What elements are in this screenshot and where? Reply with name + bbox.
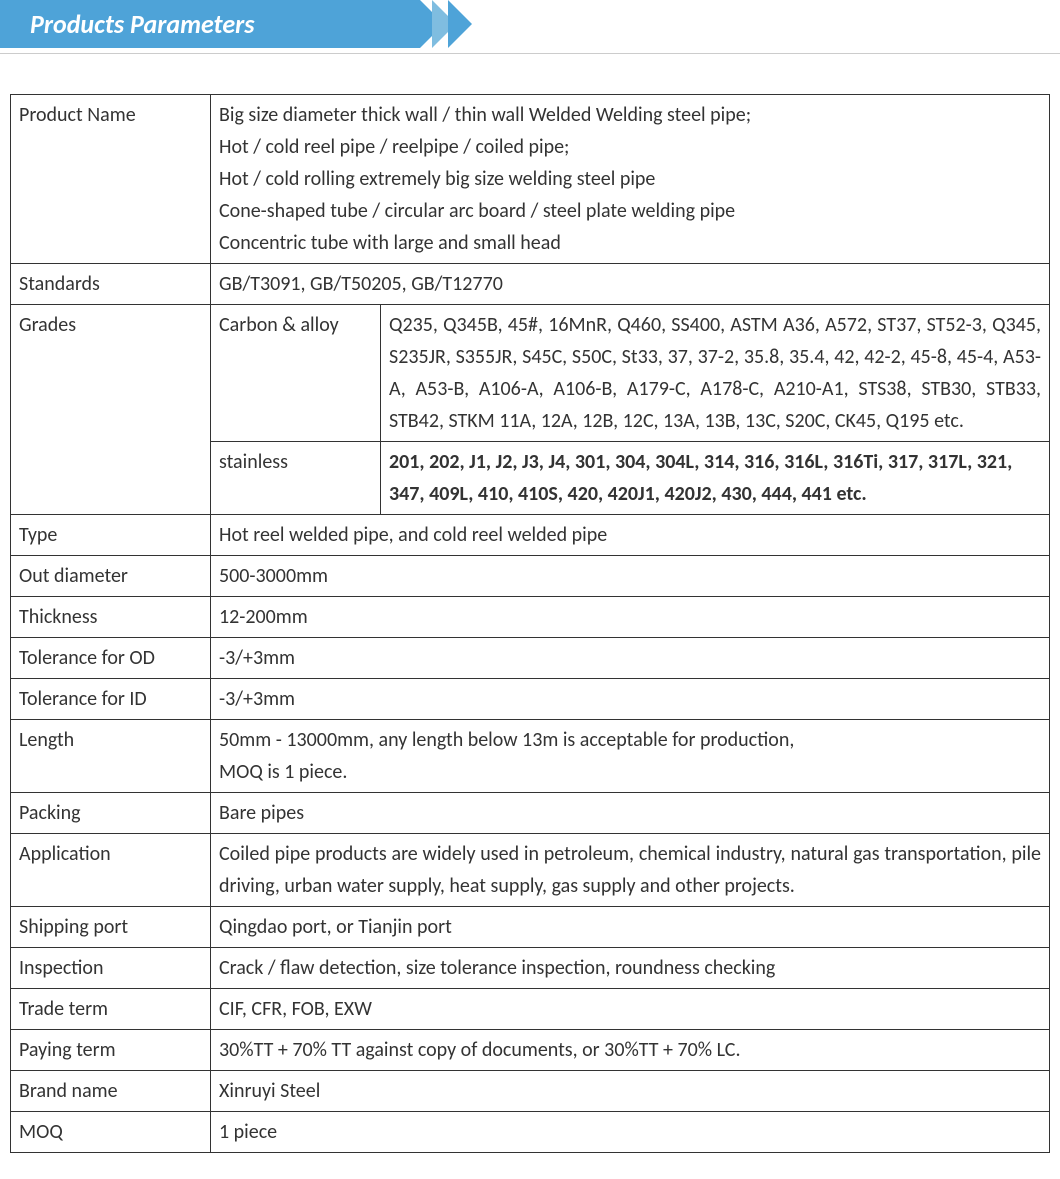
row-value: 50mm - 13000mm, any length below 13m is … (211, 720, 1050, 793)
row-label: Brand name (11, 1071, 211, 1112)
row-value: 1 piece (211, 1112, 1050, 1153)
table-row: MOQ1 piece (11, 1112, 1050, 1153)
row-value-line: MOQ is 1 piece. (219, 756, 1041, 788)
row-value: Qingdao port, or Tianjin port (211, 907, 1050, 948)
row-value: 201, 202, J1, J2, J3, J4, 301, 304, 304L… (381, 442, 1050, 515)
table-row: Length50mm - 13000mm, any length below 1… (11, 720, 1050, 793)
row-value: CIF, CFR, FOB, EXW (211, 989, 1050, 1030)
banner-title: Products Parameters (0, 0, 420, 48)
row-value-line: Hot / cold reel pipe / reelpipe / coiled… (219, 131, 1041, 163)
header-banner: Products Parameters (0, 0, 1060, 54)
table-row: Brand nameXinruyi Steel (11, 1071, 1050, 1112)
table-row: Tolerance for ID-3/+3mm (11, 679, 1050, 720)
row-label: Type (11, 515, 211, 556)
row-value: Xinruyi Steel (211, 1071, 1050, 1112)
table-row: Shipping portQingdao port, or Tianjin po… (11, 907, 1050, 948)
row-label: Packing (11, 793, 211, 834)
row-label: Product Name (11, 95, 211, 264)
table-row: TypeHot reel welded pipe, and cold reel … (11, 515, 1050, 556)
table-row: InspectionCrack / flaw detection, size t… (11, 948, 1050, 989)
row-label: Trade term (11, 989, 211, 1030)
parameters-table-body: Product NameBig size diameter thick wall… (11, 95, 1050, 1153)
row-value: -3/+3mm (211, 638, 1050, 679)
table-row: GradesCarbon & alloyQ235, Q345B, 45#, 16… (11, 305, 1050, 442)
row-value-line: Concentric tube with large and small hea… (219, 227, 1041, 259)
table-row: Out diameter500-3000mm (11, 556, 1050, 597)
row-value: Hot reel welded pipe, and cold reel weld… (211, 515, 1050, 556)
row-value: Q235, Q345B, 45#, 16MnR, Q460, SS400, AS… (381, 305, 1050, 442)
row-sublabel: stainless (211, 442, 381, 515)
table-row: Tolerance for OD-3/+3mm (11, 638, 1050, 679)
row-value: Big size diameter thick wall / thin wall… (211, 95, 1050, 264)
row-label: Paying term (11, 1030, 211, 1071)
table-row: Thickness12-200mm (11, 597, 1050, 638)
row-value-line: 50mm - 13000mm, any length below 13m is … (219, 724, 1041, 756)
row-label: Tolerance for ID (11, 679, 211, 720)
parameters-table: Product NameBig size diameter thick wall… (10, 94, 1050, 1153)
row-value-line: Cone-shaped tube / circular arc board / … (219, 195, 1041, 227)
table-row: Trade termCIF, CFR, FOB, EXW (11, 989, 1050, 1030)
table-row: PackingBare pipes (11, 793, 1050, 834)
table-row: ApplicationCoiled pipe products are wide… (11, 834, 1050, 907)
table-row: Product NameBig size diameter thick wall… (11, 95, 1050, 264)
row-value-line: Big size diameter thick wall / thin wall… (219, 99, 1041, 131)
table-row: Paying term30%TT + 70% TT against copy o… (11, 1030, 1050, 1071)
row-label: Out diameter (11, 556, 211, 597)
row-label: MOQ (11, 1112, 211, 1153)
row-sublabel: Carbon & alloy (211, 305, 381, 442)
row-label: Standards (11, 264, 211, 305)
row-value: Crack / flaw detection, size tolerance i… (211, 948, 1050, 989)
row-value: Coiled pipe products are widely used in … (211, 834, 1050, 907)
row-label: Tolerance for OD (11, 638, 211, 679)
row-value: 30%TT + 70% TT against copy of documents… (211, 1030, 1050, 1071)
chevron-icon (448, 0, 472, 48)
row-label: Grades (11, 305, 211, 515)
row-label: Inspection (11, 948, 211, 989)
table-row: StandardsGB/T3091, GB/T50205, GB/T12770 (11, 264, 1050, 305)
row-label: Shipping port (11, 907, 211, 948)
row-label: Thickness (11, 597, 211, 638)
row-value: GB/T3091, GB/T50205, GB/T12770 (211, 264, 1050, 305)
row-value: 12-200mm (211, 597, 1050, 638)
row-value: 500-3000mm (211, 556, 1050, 597)
row-value: -3/+3mm (211, 679, 1050, 720)
row-label: Length (11, 720, 211, 793)
row-value-line: Hot / cold rolling extremely big size we… (219, 163, 1041, 195)
row-label: Application (11, 834, 211, 907)
row-value: Bare pipes (211, 793, 1050, 834)
